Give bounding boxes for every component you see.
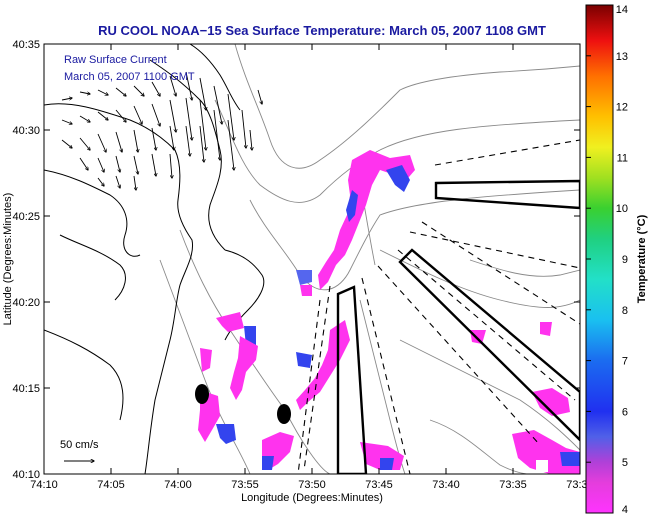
x-tick-label: 73:35 [499,479,527,491]
y-tick-label: 40:10 [12,469,40,481]
x-tick-label: 73:45 [365,479,393,491]
colorbar-ticks: 14 13 12 11 10 9 8 7 6 5 4 [586,4,628,516]
colorbar-tick-label: 7 [622,356,628,368]
x-tick-label: 73:50 [298,479,326,491]
colorbar-tick-label: 13 [616,51,628,63]
colorbar-tick-label: 11 [617,152,628,164]
colorbar-tick-label: 6 [622,406,628,418]
y-tick-label: 40:30 [12,125,40,137]
colorbar-tick-label: 8 [622,305,628,317]
surface-current-vectors [61,71,262,190]
station-marker-2 [277,404,291,424]
x-axis: 74:10 74:05 74:00 73:55 73:50 73:45 73:40 73:35… [30,44,594,491]
x-tick-label: 74:05 [97,479,125,491]
colorbar-tick-label: 10 [616,203,628,215]
colorbar-tick-label: 9 [622,254,628,266]
sst-patches [198,150,580,474]
scale-label: 50 cm/s [60,439,99,451]
dashed-radial-lines [297,139,580,474]
bathymetry-contours [159,44,580,474]
colorbar-tick-label: 14 [616,4,628,16]
colorbar-tick-label: 5 [622,457,628,469]
radar-beam-outlines [336,179,580,474]
x-tick-label: 73:40 [432,479,460,491]
colorbar-tick-label: 4 [622,504,628,516]
colorbar-label: Temperature (°C) [636,214,648,303]
y-tick-label: 40:15 [12,383,40,395]
plot-area [44,44,580,474]
coastline [44,44,265,474]
legend-line-1: Raw Surface Current [64,54,167,66]
colorbar-tick-label: 12 [616,102,628,114]
y-tick-label: 40:20 [12,297,40,309]
map-title: RU COOL NOAA−15 Sea Surface Temperature:… [98,23,546,38]
x-axis-label: Longitude (Degrees:Minutes) [241,492,383,504]
x-tick-label: 73:55 [231,479,259,491]
y-axis: 40:35 40:30 40:25 40:20 40:15 40:10 [12,39,580,481]
y-tick-label: 40:25 [12,211,40,223]
station-marker-1 [195,384,209,404]
y-tick-label: 40:35 [12,39,40,51]
x-tick-label: 74:00 [164,479,192,491]
x-tick-label: 74:10 [30,479,58,491]
legend-line-2: March 05, 2007 1100 GMT [64,71,195,83]
y-axis-label: Latitude (Degrees:Minutes) [2,193,14,326]
